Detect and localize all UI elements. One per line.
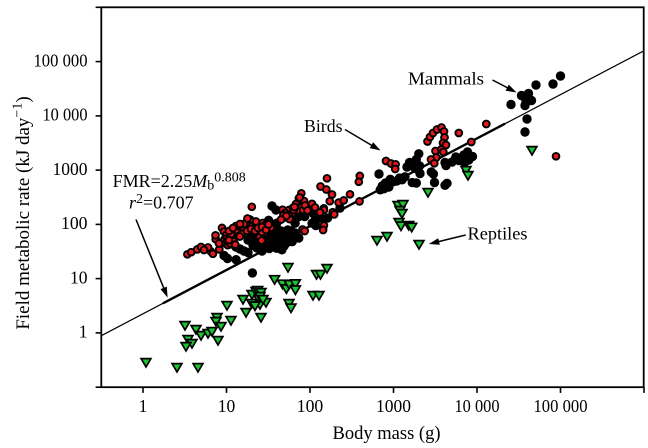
svg-text:Reptiles: Reptiles: [468, 224, 528, 244]
svg-text:10: 10: [70, 267, 88, 287]
svg-text:Birds: Birds: [304, 116, 343, 136]
svg-text:r2=0.707: r2=0.707: [129, 192, 194, 213]
svg-text:1000: 1000: [53, 159, 88, 179]
svg-text:1: 1: [139, 396, 148, 416]
svg-text:1000: 1000: [376, 396, 411, 416]
svg-text:100: 100: [297, 396, 324, 416]
svg-text:100: 100: [61, 213, 88, 233]
svg-text:Body mass (g): Body mass (g): [333, 423, 441, 444]
svg-text:10: 10: [218, 396, 236, 416]
svg-text:FMR=2.25Mb0.808: FMR=2.25Mb0.808: [113, 171, 246, 194]
svg-text:Field metabolic rate (kJ day−1: Field metabolic rate (kJ day−1): [11, 96, 35, 329]
svg-text:Mammals: Mammals: [408, 69, 484, 89]
svg-text:100 000: 100 000: [534, 396, 588, 416]
svg-text:1: 1: [79, 322, 88, 342]
svg-text:100 000: 100 000: [34, 50, 88, 70]
svg-text:10 000: 10 000: [43, 105, 88, 125]
svg-text:10 000: 10 000: [455, 396, 500, 416]
